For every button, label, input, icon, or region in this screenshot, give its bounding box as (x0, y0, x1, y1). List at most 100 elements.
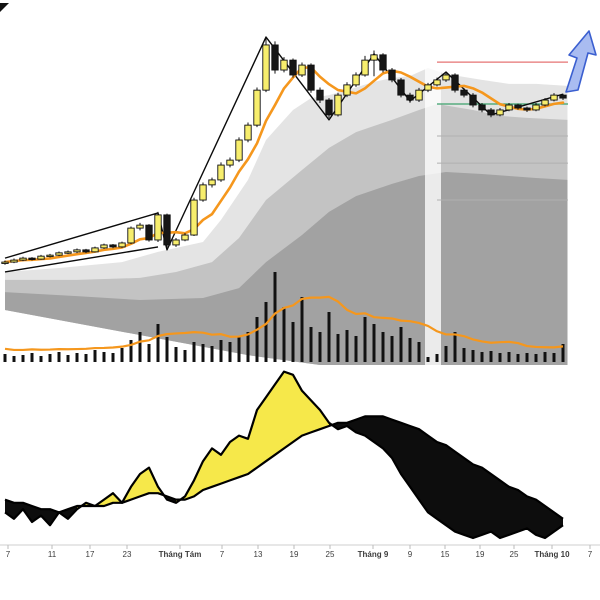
x-axis-label: 15 (441, 550, 450, 559)
candle-up (550, 94, 558, 101)
oscillator-fast-line (4, 370, 564, 540)
candle-down (523, 107, 531, 111)
volume-bar (3, 354, 7, 362)
volume-bar (84, 354, 88, 362)
candle-down (109, 244, 117, 248)
oscillator-fill-segment (419, 429, 428, 513)
oscillator-fill-segment (140, 467, 149, 497)
candle-down (28, 257, 36, 260)
volume-bar (543, 352, 547, 362)
oscillator-fill-segment (356, 416, 365, 436)
volume-bar (21, 355, 25, 362)
volume-bar (471, 350, 475, 362)
volume-bar (102, 352, 106, 362)
corner-mark (0, 3, 9, 12)
candle-up (352, 74, 360, 86)
volume-bar (525, 353, 529, 362)
candle-down (316, 89, 324, 101)
candle-down (379, 54, 387, 71)
trend-arrow-annotation[interactable] (565, 30, 597, 93)
x-axis-label: 9 (408, 550, 413, 559)
volume-bar (552, 353, 556, 362)
candle-up (73, 249, 81, 253)
oscillator-fill-segment (500, 480, 509, 538)
volume-ma-line (4, 295, 564, 352)
volume-bar (327, 312, 331, 362)
volume-bar (75, 353, 79, 362)
volume-bar (372, 324, 376, 362)
volume-bar (192, 342, 196, 362)
candle-up (19, 257, 27, 261)
candle-up (46, 254, 54, 258)
oscillator-fill-segment (536, 499, 545, 538)
volume-bar (318, 332, 322, 362)
volume-bar (561, 344, 565, 362)
oscillator-fill-segment (383, 416, 392, 458)
candle-up (415, 89, 423, 101)
volume-bar (444, 346, 448, 362)
volume-bar (381, 332, 385, 362)
x-axis[interactable]: 7 11 17 23 Tháng Tám 7 13 19 25 Tháng 9 9 15 19 25 Thá… (0, 544, 600, 559)
oscillator-fill-segment (32, 506, 41, 522)
candle-down (163, 214, 171, 246)
candle-up (136, 224, 144, 229)
volume-bar (426, 357, 430, 362)
candle-down (469, 94, 477, 106)
oscillator-area (4, 370, 564, 540)
oscillator-fill-segment (464, 458, 473, 538)
oscillator-fill-segment (491, 474, 500, 538)
trendline[interactable] (4, 212, 159, 259)
volume-bar (138, 332, 142, 362)
volume-bar (345, 330, 349, 362)
volume-bar (489, 351, 493, 362)
oscillator-fill-segment (428, 435, 437, 519)
candle-down (145, 224, 153, 241)
volume-bar (165, 337, 169, 362)
candle-up (244, 124, 252, 141)
volume-bar (147, 344, 151, 362)
x-axis-label: 17 (86, 550, 95, 559)
candle-down (82, 249, 90, 253)
volume-bar (282, 307, 286, 362)
candle-up (1, 261, 9, 264)
oscillator-fill-segment (266, 384, 275, 462)
x-axis-label: 25 (510, 550, 519, 559)
candle-up (208, 179, 216, 186)
candle-up (199, 184, 207, 201)
candle-down (397, 79, 405, 96)
volume-bar (66, 355, 70, 362)
volume-bar (390, 336, 394, 362)
oscillator-fill-segment (482, 467, 491, 535)
x-axis-label: 11 (48, 550, 57, 559)
trendline[interactable] (4, 246, 159, 273)
x-axis-label: 7 (6, 550, 11, 559)
candle-up (541, 99, 549, 106)
candle-up (496, 109, 504, 116)
gap-column (425, 52, 441, 365)
oscillator-fill-segment (257, 397, 266, 468)
oscillator-slow-line (4, 415, 564, 520)
oscillator-fill-segment (446, 445, 455, 532)
oscillator-fill-segment (473, 464, 482, 538)
oscillator-fill-segment (302, 390, 311, 436)
x-axis-label: 19 (476, 550, 485, 559)
candle-down (406, 94, 414, 101)
volume-bar (273, 272, 277, 362)
candle-up (433, 79, 441, 86)
volume-bar (174, 347, 178, 362)
candlestick-series[interactable] (1, 36, 567, 265)
volume-bar (354, 336, 358, 362)
oscillator-fill-segment (275, 371, 284, 455)
volume-bar (399, 327, 403, 362)
candle-up (100, 244, 108, 249)
x-axis-label: 19 (290, 550, 299, 559)
candle-up (262, 44, 270, 91)
x-axis-label: Tháng 10 (534, 550, 570, 559)
volume-bar (183, 350, 187, 362)
volume-bar (417, 342, 421, 362)
candle-up (361, 59, 369, 76)
oscillator-fill-segment (527, 496, 536, 535)
candle-up (64, 251, 72, 254)
